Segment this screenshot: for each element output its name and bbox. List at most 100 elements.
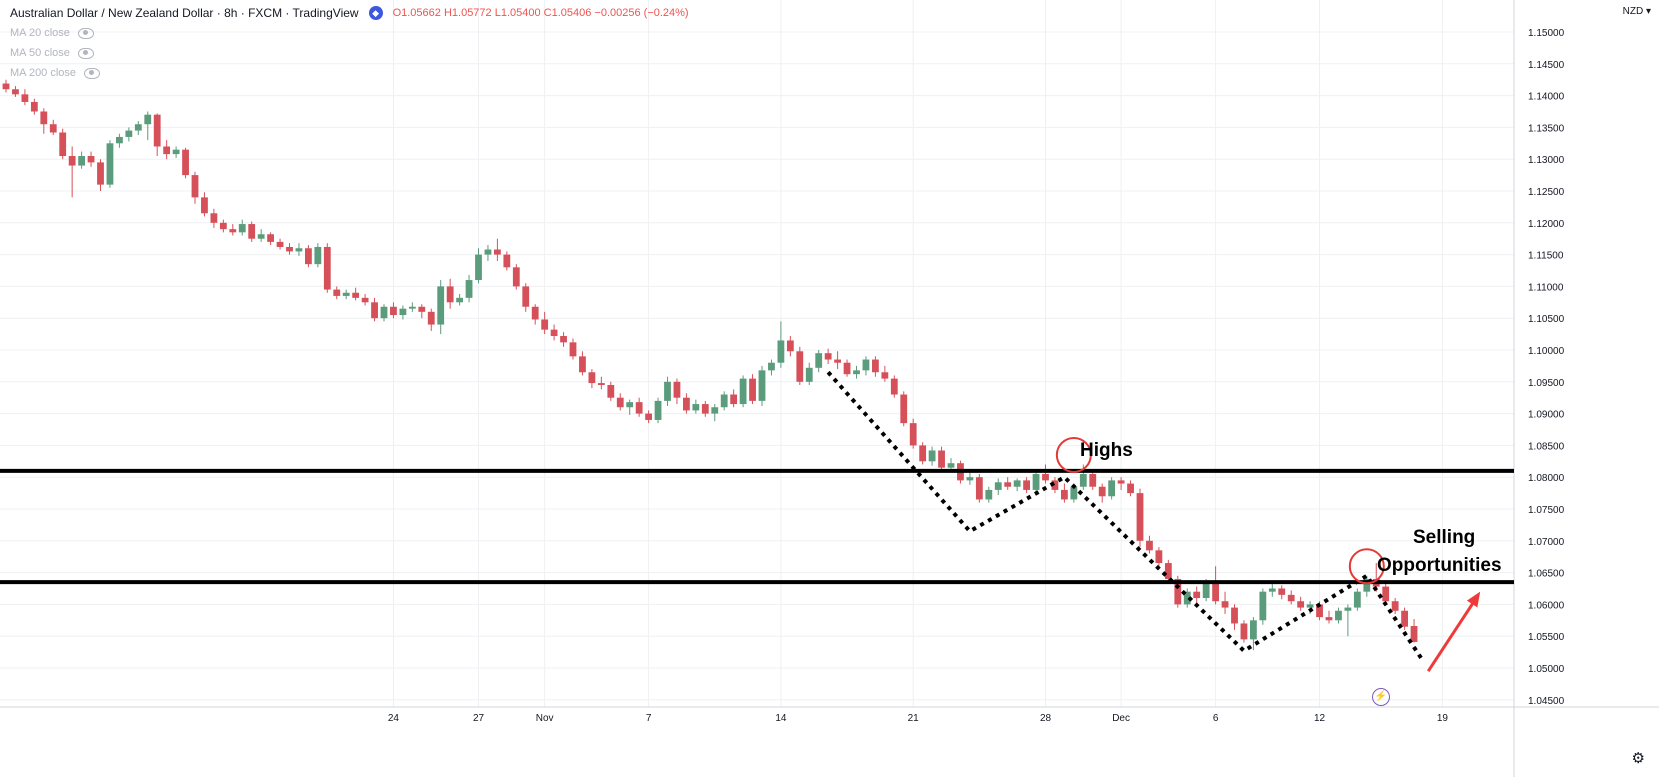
candle — [588, 369, 596, 389]
candle — [153, 113, 161, 157]
candle-body — [531, 306, 539, 320]
candle-body — [465, 280, 473, 298]
candle — [579, 351, 586, 376]
candle-body — [305, 248, 312, 265]
candle — [229, 224, 237, 236]
indicator-ma200[interactable]: MA 200 close — [10, 63, 689, 83]
candle-body — [1344, 607, 1352, 611]
candle-body — [654, 400, 662, 420]
candle — [446, 278, 454, 309]
candle-body — [947, 463, 955, 468]
candle — [692, 399, 700, 414]
candle-body — [1089, 474, 1097, 487]
candle — [796, 346, 804, 385]
candle — [966, 470, 974, 485]
candle — [522, 283, 530, 312]
candle — [739, 375, 747, 408]
candle-body — [248, 224, 256, 239]
indicator-ma20[interactable]: MA 20 close — [10, 23, 689, 43]
indicator-ma50[interactable]: MA 50 close — [10, 43, 689, 63]
candle-body — [512, 267, 520, 287]
ohlc-readout: O1.05662 H1.05772 L1.05400 C1.05406 −0.0… — [392, 7, 689, 19]
currency-selector[interactable]: NZD ▾ — [1622, 6, 1651, 17]
candle — [1051, 477, 1059, 494]
highs-label: Highs — [1080, 440, 1133, 461]
candle-body — [938, 450, 945, 468]
lightning-icon[interactable]: ⚡ — [1372, 688, 1390, 706]
candle — [437, 280, 445, 335]
candle — [257, 229, 265, 242]
candle — [78, 151, 85, 169]
candle — [1061, 483, 1068, 503]
eye-icon[interactable] — [84, 67, 101, 79]
candle-body — [1363, 578, 1371, 592]
candle-body — [257, 234, 265, 239]
candle — [853, 365, 860, 379]
candle-body — [144, 114, 152, 125]
candle-body — [739, 378, 747, 405]
candle — [786, 336, 794, 357]
candle-body — [1297, 601, 1305, 608]
time-tick-label: 28 — [1040, 713, 1052, 724]
candle — [824, 348, 832, 364]
candle — [872, 356, 879, 377]
candle — [569, 338, 577, 360]
candle — [40, 108, 48, 134]
candle — [768, 359, 775, 376]
candle-body — [106, 143, 114, 185]
price-tick-label: 1.10500 — [1528, 314, 1565, 325]
candle — [1353, 588, 1361, 611]
candle-body — [635, 402, 643, 414]
candle — [305, 245, 312, 268]
candle-body — [125, 130, 133, 137]
candle-body — [437, 286, 445, 325]
candle — [1117, 477, 1125, 490]
tradingview-icon[interactable]: ◆ — [368, 6, 383, 20]
candle-body — [579, 356, 586, 373]
candle-body — [1004, 482, 1012, 487]
eye-icon[interactable] — [77, 47, 94, 59]
candle-body — [163, 146, 171, 155]
candle-body — [40, 111, 48, 125]
candle — [408, 302, 416, 312]
candle-body — [1231, 607, 1238, 624]
candle — [210, 208, 218, 228]
candle-body — [1155, 550, 1163, 564]
candlestick-series — [2, 79, 1418, 651]
candle-body — [616, 397, 624, 408]
candle — [1259, 588, 1267, 625]
candle-body — [994, 482, 1002, 490]
candle — [701, 400, 709, 417]
candle-body — [172, 149, 180, 155]
price-axis[interactable]: 1.15000 1.14500 1.14000 1.13500 1.13000 1.125… — [1528, 28, 1565, 707]
candle-body — [1410, 626, 1418, 642]
price-tick-label: 1.11000 — [1528, 282, 1564, 293]
candle — [1013, 478, 1021, 492]
candle-body — [314, 246, 322, 265]
candle-body — [49, 124, 57, 133]
gear-icon[interactable]: ⚙ — [1631, 750, 1645, 767]
candle — [777, 321, 785, 368]
candle-body — [1391, 601, 1399, 611]
candle-body — [560, 336, 567, 343]
candle-body — [390, 306, 397, 316]
candle-body — [12, 89, 19, 95]
candle — [834, 351, 841, 370]
time-tick-label: 7 — [646, 713, 652, 724]
time-axis[interactable]: 24 27 Nov 7 14 21 28 Dec 6 12 19 — [388, 713, 1449, 724]
candle — [352, 287, 360, 301]
candle-body — [711, 407, 719, 414]
price-tick-label: 1.08000 — [1528, 473, 1565, 484]
candle-body — [1117, 480, 1125, 484]
price-tick-label: 1.15000 — [1528, 28, 1565, 39]
symbol-title[interactable]: Australian Dollar / New Zealand Dollar ·… — [10, 6, 359, 20]
eye-icon[interactable] — [77, 27, 94, 39]
price-tick-label: 1.05500 — [1528, 632, 1565, 643]
candle — [1146, 535, 1153, 554]
candle — [1325, 610, 1333, 624]
candle — [2, 79, 10, 93]
time-tick-label: 14 — [775, 713, 787, 724]
candle-body — [361, 297, 369, 303]
candle — [805, 362, 813, 385]
